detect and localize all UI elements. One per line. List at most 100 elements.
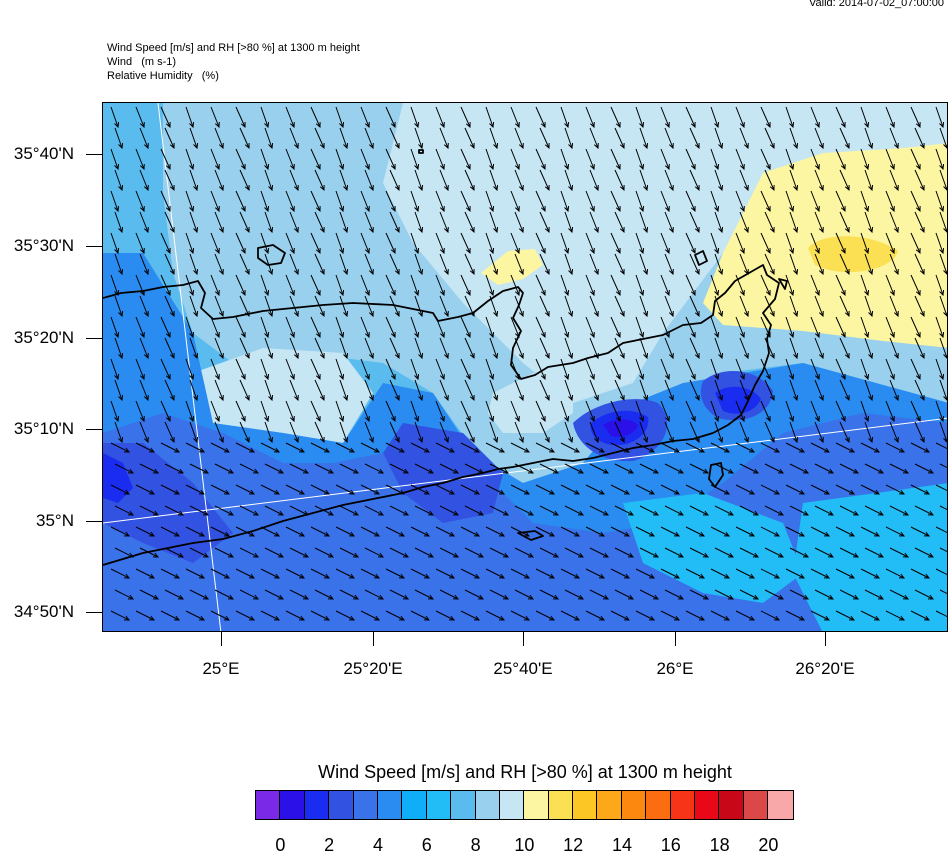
wind-arrow [410,190,420,213]
wind-arrow [635,484,656,495]
wind-arrow [760,232,771,255]
wind-arrow [889,505,910,516]
y-tick [86,338,102,339]
wind-arrow [210,316,220,339]
wind-arrow [710,526,731,537]
wind-arrow [410,232,420,255]
wind-arrow [635,106,645,129]
wind-arrow [564,127,574,150]
wind-arrow [439,589,460,600]
wind-arrow [439,127,449,150]
wind-arrow [489,421,499,444]
wind-arrow [710,568,731,579]
wind-arrow [664,337,674,360]
wind-arrow [114,337,124,360]
wind-arrow [410,442,431,453]
crete-south-coast [103,432,714,566]
wind-arrow [689,127,700,150]
wind-arrow [414,379,424,402]
wind-arrow [439,505,460,516]
wind-arrow [560,526,581,537]
wind-arrow [610,190,621,213]
wind-arrow [514,421,524,444]
wind-arrow [510,442,531,453]
colorbar-swatch [329,791,354,819]
wind-arrow [539,253,550,276]
wind-arrow [739,337,749,360]
islet-dot [418,149,424,154]
wind-arrow [164,253,175,276]
y-label-35-30: 35°30'N [13,236,74,255]
wind-arrow [460,106,471,129]
dia-island [257,244,286,266]
wind-arrow [364,463,385,474]
wind-arrow [114,295,124,318]
wind-arrow [389,421,400,444]
wind-arrow [935,568,947,576]
wind-arrow [510,610,531,621]
wind-arrow [360,190,370,213]
contour-fills [103,103,947,631]
wind-arrow [335,106,345,129]
wind-arrow [135,442,156,453]
x-tick [373,632,374,646]
wind-arrow [160,190,171,213]
wind-arrow [560,610,581,621]
wind-arrow [110,526,131,537]
wind-arrow [439,295,449,318]
wind-arrow [760,526,781,537]
wind-arrow [160,442,181,453]
wind-arrow [485,274,495,297]
colorbar-swatch [280,791,305,819]
wind-arrow [389,211,400,234]
wind-arrow [660,442,681,453]
wind-arrow [710,190,720,213]
wind-arrow [585,568,606,579]
wind-arrow [389,589,410,600]
wind-arrow [735,610,756,621]
wind-arrow [714,463,735,474]
wind-arrow [310,568,331,579]
wind-arrow [639,547,660,558]
wind-arrow [235,400,246,423]
wind-arrow [760,106,771,129]
wind-arrow [264,337,274,360]
wind-arrow [885,190,895,213]
wind-arrow [510,106,520,129]
wind-arrow [739,421,749,444]
wind-arrow [910,400,921,423]
wind-arrow [310,484,331,495]
wind-arrow [639,589,660,600]
wind-arrow [110,190,120,213]
wind-arrow [335,274,345,297]
colorbar-swatch [353,791,378,819]
wind-arrow [639,169,649,192]
wind-arrow [864,253,874,276]
wind-arrow [935,274,945,297]
wind-arrow [164,169,175,192]
wind-arrow [314,211,325,234]
wind-arrow [389,169,400,192]
wind-arrow [435,442,456,453]
wind-arrow [414,463,435,474]
wind-arrow [360,106,370,129]
wind-arrow [264,547,285,558]
wind-arrow [164,505,185,516]
wind-arrow [360,568,381,579]
wind-arrow [839,421,850,444]
wind-arrow [164,589,185,600]
wind-arrow [589,421,599,444]
y-label-34-50: 34°50'N [13,602,74,621]
koufonisi-island [708,462,724,488]
y-label-35: 35°N [36,511,74,530]
wind-arrow [235,484,256,495]
wind-arrow [535,358,546,381]
wind-arrow [314,127,325,150]
wind-arrow [289,379,299,402]
wind-arrow [860,484,881,495]
wind-arrow [239,253,250,276]
wind-arrow [310,232,321,255]
wind-arrow [939,463,947,469]
wind-arrow [760,190,771,213]
wind-arrow [535,484,556,495]
